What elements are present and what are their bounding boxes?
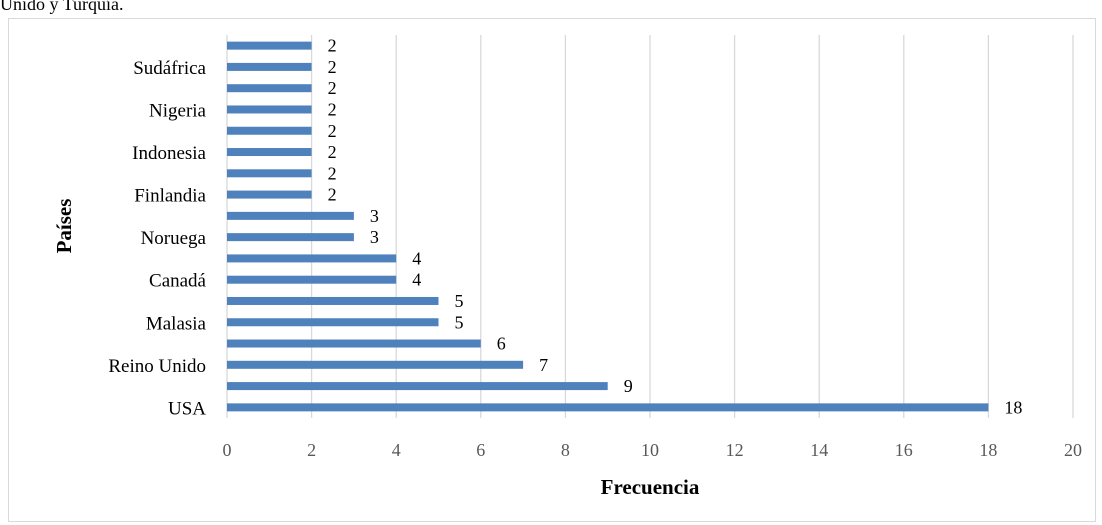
y-axis-title: Países [52,199,76,254]
bar [227,382,608,390]
bar [227,340,481,348]
x-tick-label: 20 [1064,440,1082,460]
bar [227,254,396,262]
x-tick-label: 16 [895,440,913,460]
bar [227,105,312,113]
data-label: 2 [328,78,337,98]
bar [227,148,312,156]
category-label: Indonesia [132,143,206,164]
data-label: 3 [370,206,379,226]
x-tick-label: 8 [561,440,570,460]
category-labels: USA Reino Unido Malasia Canadá Noruega Finlan… [108,58,206,419]
bar [227,403,988,411]
data-label: 2 [328,99,337,119]
data-label: 5 [455,312,464,332]
x-axis-title: Frecuencia [601,475,700,499]
data-label: 5 [455,291,464,311]
data-label: 2 [328,185,337,205]
data-label: 2 [328,121,337,141]
bars [227,42,988,412]
data-label: 2 [328,57,337,77]
bar [227,127,312,135]
data-label: 7 [539,355,548,375]
bar [227,169,312,177]
x-tick-label: 4 [392,440,401,460]
x-tick-label: 12 [726,440,744,460]
bar [227,318,439,326]
x-tick-label: 0 [223,440,232,460]
category-label: USA [168,398,206,419]
category-label: Canadá [149,271,207,292]
bar [227,191,312,199]
x-tick-label: 2 [307,440,316,460]
bar [227,63,312,71]
bar [227,233,354,241]
data-label: 9 [624,376,633,396]
bar [227,276,396,284]
data-label: 2 [328,36,337,56]
gridlines [227,35,1073,418]
category-label: Noruega [141,228,207,249]
category-label: Nigeria [149,100,207,121]
data-label: 6 [497,334,506,354]
bar [227,84,312,92]
data-label: 3 [370,227,379,247]
bar [227,361,523,369]
x-tick-label: 18 [979,440,997,460]
data-label: 2 [328,142,337,162]
bar [227,42,312,50]
category-label: Reino Unido [108,356,206,377]
data-label: 4 [412,270,421,290]
data-label: 18 [1004,397,1022,417]
x-tick-label: 6 [476,440,485,460]
category-label: Malasia [146,313,207,334]
data-label: 4 [412,248,421,268]
data-label: 2 [328,163,337,183]
x-tick-label: 14 [810,440,828,460]
x-tick-labels: 0 2 4 6 8 10 12 14 16 18 20 [223,440,1083,460]
category-label: Finlandia [134,186,206,207]
bar [227,212,354,220]
category-label: Sudáfrica [133,58,206,79]
x-tick-label: 10 [641,440,659,460]
bar [227,297,439,305]
